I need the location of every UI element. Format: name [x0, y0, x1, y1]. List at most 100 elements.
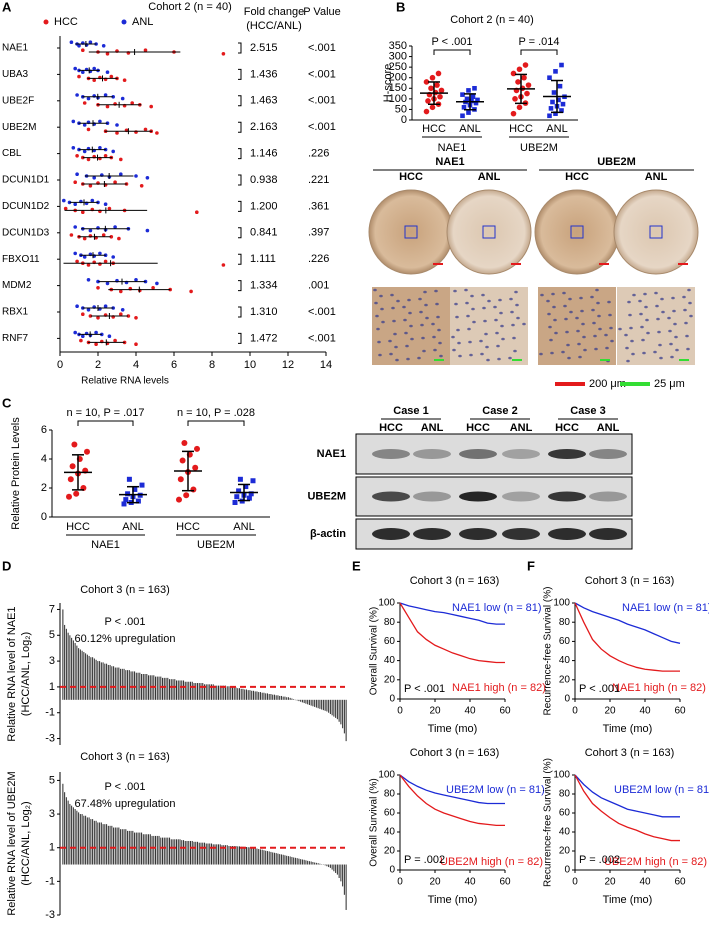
data-point — [81, 334, 85, 339]
bar — [237, 846, 239, 865]
nucleus — [564, 317, 568, 321]
data-point — [246, 495, 252, 501]
legend-label: NAE1 low (n = 81) — [452, 602, 542, 614]
nucleus — [661, 310, 665, 314]
table-header: Fold change — [244, 6, 305, 18]
nucleus — [609, 326, 613, 330]
y-tick-label: 0 — [389, 865, 395, 876]
x-axis-label: Time (mo) — [428, 894, 478, 906]
y-tick-label: 20 — [559, 674, 571, 685]
data-point — [119, 312, 123, 317]
y-axis-label: (HCC/ANL, Log₂) — [20, 801, 32, 885]
bar — [336, 864, 338, 875]
bar — [106, 663, 108, 700]
nucleus — [454, 302, 458, 306]
nucleus — [375, 314, 379, 318]
bar — [155, 835, 157, 865]
bar — [107, 825, 109, 865]
fold-change: 1.310 — [250, 306, 278, 318]
data-point — [98, 146, 102, 150]
nucleus — [404, 331, 408, 335]
data-point — [71, 146, 76, 150]
y-tick-label: -1 — [45, 875, 55, 887]
bar — [336, 699, 338, 720]
zoom-box — [570, 225, 584, 239]
y-tick-label: 5 — [49, 774, 55, 786]
row-bracket — [238, 42, 242, 54]
bar — [165, 677, 167, 700]
survival-curve — [574, 602, 680, 672]
y-tick-label: 80 — [559, 789, 571, 800]
data-point — [221, 52, 226, 56]
bar — [261, 849, 263, 865]
x-tick-label: 0 — [572, 706, 578, 717]
bar — [237, 688, 239, 700]
panel-label: A — [2, 0, 12, 14]
data-point — [126, 476, 132, 482]
data-point — [92, 176, 96, 180]
data-point — [71, 119, 76, 124]
data-point — [243, 484, 249, 490]
data-point — [473, 100, 479, 106]
bar — [195, 841, 197, 865]
data-point — [66, 493, 72, 500]
bar — [135, 672, 137, 700]
nucleus — [501, 337, 505, 341]
p-value: .001 — [308, 280, 329, 292]
bar — [116, 667, 118, 700]
bar — [235, 687, 237, 700]
bar — [280, 854, 282, 865]
data-point — [466, 110, 471, 115]
data-point — [556, 97, 561, 103]
p-value: <.001 — [308, 95, 336, 107]
nucleus — [598, 327, 602, 331]
nucleus — [395, 358, 399, 362]
data-point — [125, 491, 131, 497]
bar — [329, 864, 331, 868]
bar — [252, 690, 254, 700]
nucleus — [393, 332, 397, 336]
bar — [99, 822, 101, 865]
data-point — [139, 482, 145, 488]
blot-band — [413, 449, 451, 459]
bar — [326, 864, 328, 867]
nucleus — [480, 352, 484, 356]
data-point — [516, 104, 523, 111]
legend-label: UBE2M high (n = 82) — [604, 856, 707, 868]
bar — [153, 835, 155, 865]
bar — [207, 684, 209, 700]
nucleus — [640, 325, 644, 329]
data-point — [105, 52, 110, 56]
zoom-box — [649, 225, 663, 239]
data-point — [134, 174, 138, 178]
bar — [163, 837, 165, 865]
nucleus — [452, 348, 456, 352]
bar — [263, 692, 265, 700]
data-point — [119, 172, 123, 176]
y-tick-label: 40 — [559, 655, 571, 666]
bar — [78, 648, 80, 700]
bar — [279, 854, 281, 865]
data-point — [117, 236, 121, 241]
nucleus — [438, 341, 442, 345]
nucleus — [493, 305, 497, 309]
bar — [291, 698, 293, 700]
nucleus — [380, 307, 384, 311]
bar — [240, 688, 242, 700]
bar — [340, 864, 342, 882]
bar — [265, 693, 267, 700]
y-tick-label: 250 — [389, 61, 407, 73]
nucleus — [553, 318, 557, 322]
data-point — [69, 463, 76, 470]
bar — [298, 858, 300, 865]
nucleus — [514, 290, 518, 294]
bar — [266, 851, 268, 865]
bar — [76, 645, 78, 700]
category-label: ANL — [459, 123, 480, 135]
bar — [160, 676, 162, 700]
nucleus — [597, 314, 601, 318]
nucleus — [689, 314, 693, 318]
data-point — [195, 210, 199, 214]
bar — [203, 842, 206, 865]
zoom-image — [450, 287, 528, 365]
